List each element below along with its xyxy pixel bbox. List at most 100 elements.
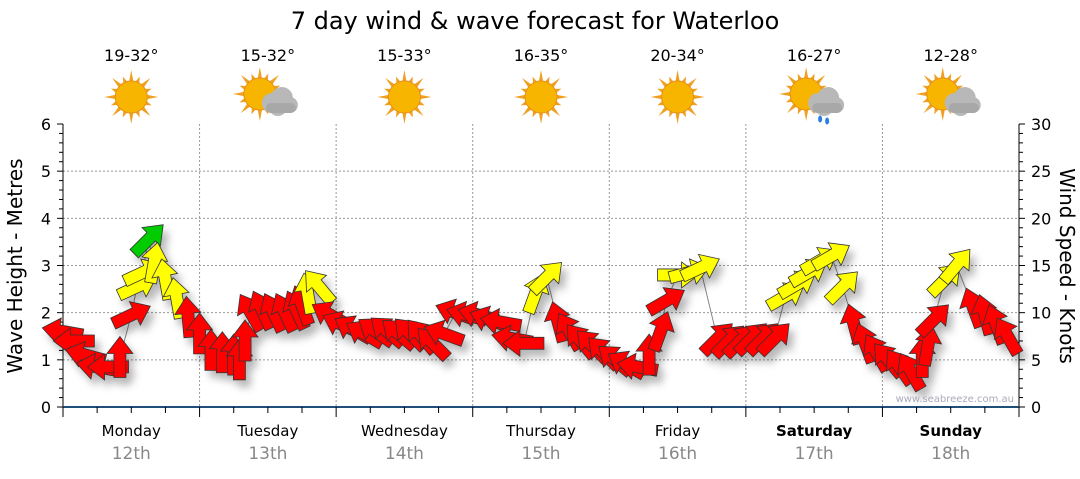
y2-tick-label: 10 — [1031, 304, 1051, 323]
y-tick-label: 2 — [41, 304, 51, 323]
wind-arrow — [527, 261, 563, 297]
wind-arrows — [41, 224, 1024, 393]
wind-arrow — [645, 287, 685, 317]
wind-arrow — [993, 317, 1024, 358]
sun-ray — [257, 109, 262, 121]
y2-tick-label: 30 — [1031, 115, 1051, 134]
sun-ray — [923, 74, 933, 85]
showers-icon — [779, 67, 845, 125]
wind-arrow — [141, 241, 169, 285]
wind-arrow — [810, 242, 850, 272]
sun-ray — [675, 112, 680, 124]
sunny-icon — [104, 70, 159, 124]
watermark: www.seabreeze.com.au — [896, 394, 1014, 405]
y2-tick-label: 0 — [1031, 398, 1041, 417]
y-tick-label: 0 — [41, 398, 51, 417]
sun-ray — [952, 74, 962, 85]
axes: 0 1 2 3 4 5 6 0 5 10 15 20 25 30 — [41, 115, 1051, 417]
cloud-icon — [808, 87, 845, 116]
rain-drop-icon — [818, 115, 823, 123]
sun-ray — [556, 94, 568, 100]
sun-ray — [385, 106, 395, 117]
sun-ray — [550, 106, 561, 117]
sunny-icon — [650, 70, 705, 124]
chart-title: 7 day wind & wave forecast for Waterloo — [291, 7, 780, 35]
sun-ray — [940, 67, 945, 79]
sun-disc — [524, 80, 558, 114]
sun-ray — [650, 94, 662, 100]
sun-ray — [658, 106, 668, 117]
day-name: Monday — [102, 422, 161, 440]
wind-arrow — [647, 311, 675, 353]
wind-arrow — [423, 319, 466, 347]
sun-ray — [787, 103, 797, 114]
y-tick-label: 5 — [41, 162, 51, 181]
wind-arrow — [110, 300, 151, 330]
day-name: Sunday — [920, 422, 983, 440]
sun-ray — [675, 70, 680, 82]
day-name: Thursday — [505, 422, 576, 440]
sun-ray — [129, 112, 134, 124]
wind-arrow — [106, 335, 134, 378]
sun-ray — [923, 103, 933, 114]
sun-ray — [514, 94, 526, 100]
day-temperature: 20-34° — [650, 46, 705, 65]
day-name: Friday — [655, 422, 701, 440]
y-tick-label: 1 — [41, 351, 51, 370]
day-labels: Monday 12th 19-32° Tuesday 13th 15-32° Wednesd… — [102, 46, 982, 464]
cloud-base — [265, 103, 296, 113]
y-tick-label: 3 — [41, 257, 51, 276]
sun-ray — [915, 91, 927, 97]
day-temperature: 16-27° — [787, 46, 842, 65]
day-date: 15th — [521, 444, 560, 464]
wind-arrow — [914, 304, 949, 339]
day-temperature: 15-32° — [241, 46, 296, 65]
day-temperature: 15-33° — [377, 46, 432, 65]
y2-tick-label: 5 — [1031, 351, 1041, 370]
sun-ray — [269, 74, 279, 85]
sun-ray — [658, 77, 668, 88]
sun-ray — [232, 91, 244, 97]
sun-ray — [940, 109, 945, 121]
day-date: 16th — [658, 444, 697, 464]
sun-ray — [112, 106, 122, 117]
sun-ray — [402, 112, 407, 124]
sun-ray — [538, 70, 544, 82]
sun-ray — [804, 67, 809, 79]
day-date: 12th — [112, 444, 151, 464]
sun-ray — [787, 74, 797, 85]
day-temperature: 19-32° — [104, 46, 159, 65]
sun-ray — [240, 74, 251, 85]
partly-cloudy-icon — [232, 67, 298, 121]
sun-ray — [420, 94, 432, 100]
sun-ray — [521, 77, 532, 88]
day-date: 17th — [795, 444, 834, 464]
wind-arrow — [129, 224, 164, 259]
sun-disc — [387, 80, 421, 114]
sunny-icon — [377, 70, 432, 124]
rain-drop-icon — [825, 117, 830, 125]
wind-arrow — [86, 353, 129, 381]
sun-ray — [414, 77, 424, 88]
sun-ray — [687, 77, 697, 88]
sun-ray — [414, 106, 424, 117]
wind-arrow — [823, 271, 858, 306]
cloud-base — [812, 103, 843, 113]
sun-ray — [141, 106, 151, 117]
day-temperature: 16-35° — [514, 46, 569, 65]
sunny-icon — [514, 70, 568, 124]
cloud-icon — [944, 87, 981, 116]
day-temperature: 12-28° — [923, 46, 978, 65]
cloud-icon — [261, 87, 298, 116]
y-tick-label: 4 — [41, 209, 51, 228]
day-name: Tuesday — [236, 422, 298, 440]
day-date: 14th — [385, 444, 424, 464]
sun-ray — [240, 103, 251, 114]
y-axis-label: Wave Height - Metres — [3, 158, 27, 373]
sun-ray — [141, 77, 151, 88]
wind-arrow — [938, 248, 971, 286]
sun-ray — [550, 77, 561, 88]
partly-cloudy-icon — [915, 67, 981, 121]
day-date: 18th — [931, 444, 970, 464]
